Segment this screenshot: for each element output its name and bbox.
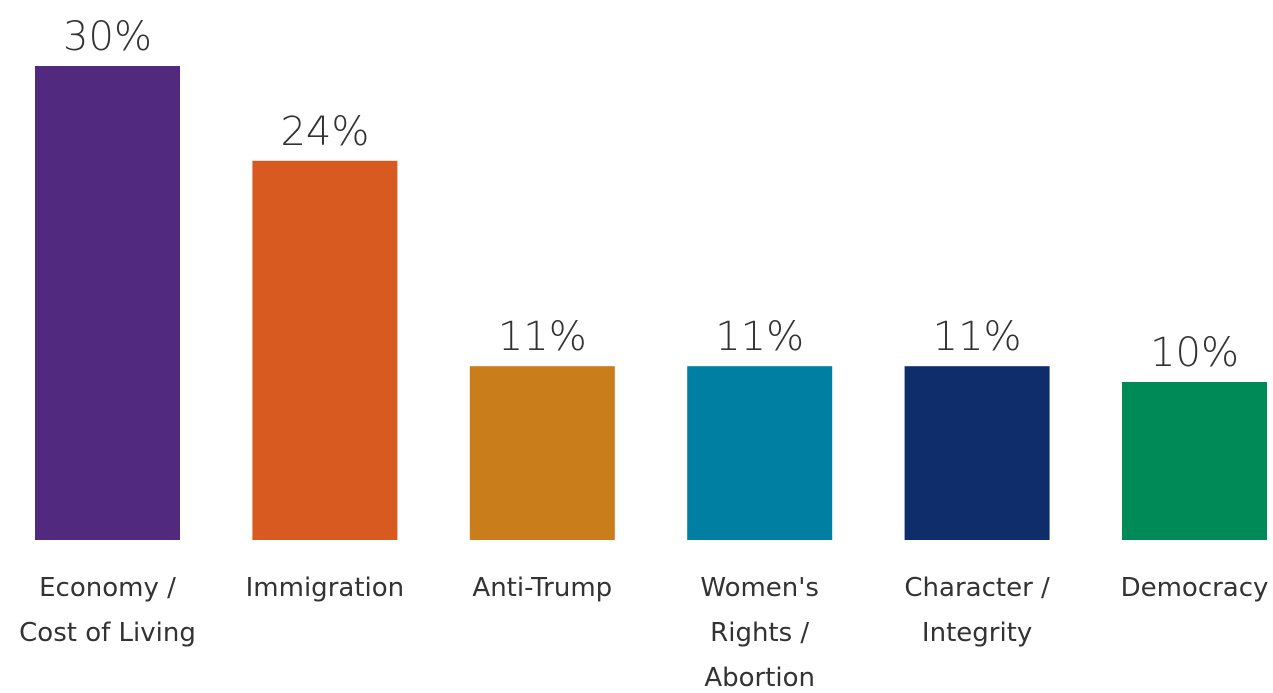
x-tick-label: Women's Rights / Abortion — [700, 573, 819, 693]
bar — [1122, 382, 1267, 540]
x-tick-label: Character / Integrity — [904, 573, 1050, 648]
bar — [469, 366, 615, 540]
x-tick-label: Immigration — [245, 573, 405, 603]
x-tick-label: Economy / Cost of Living — [19, 573, 196, 648]
data-label: 10% — [1150, 330, 1239, 376]
data-label: 11% — [933, 314, 1022, 360]
bar — [35, 66, 180, 540]
bar — [252, 160, 398, 541]
data-label: 11% — [715, 314, 804, 360]
bar — [687, 366, 833, 540]
data-label: 30% — [63, 14, 152, 60]
bar — [904, 366, 1050, 540]
x-tick-label: Democracy — [1120, 573, 1269, 603]
data-label: 24% — [280, 109, 369, 155]
x-tick-label: Anti-Trump — [472, 573, 613, 603]
data-label: 11% — [498, 314, 587, 360]
